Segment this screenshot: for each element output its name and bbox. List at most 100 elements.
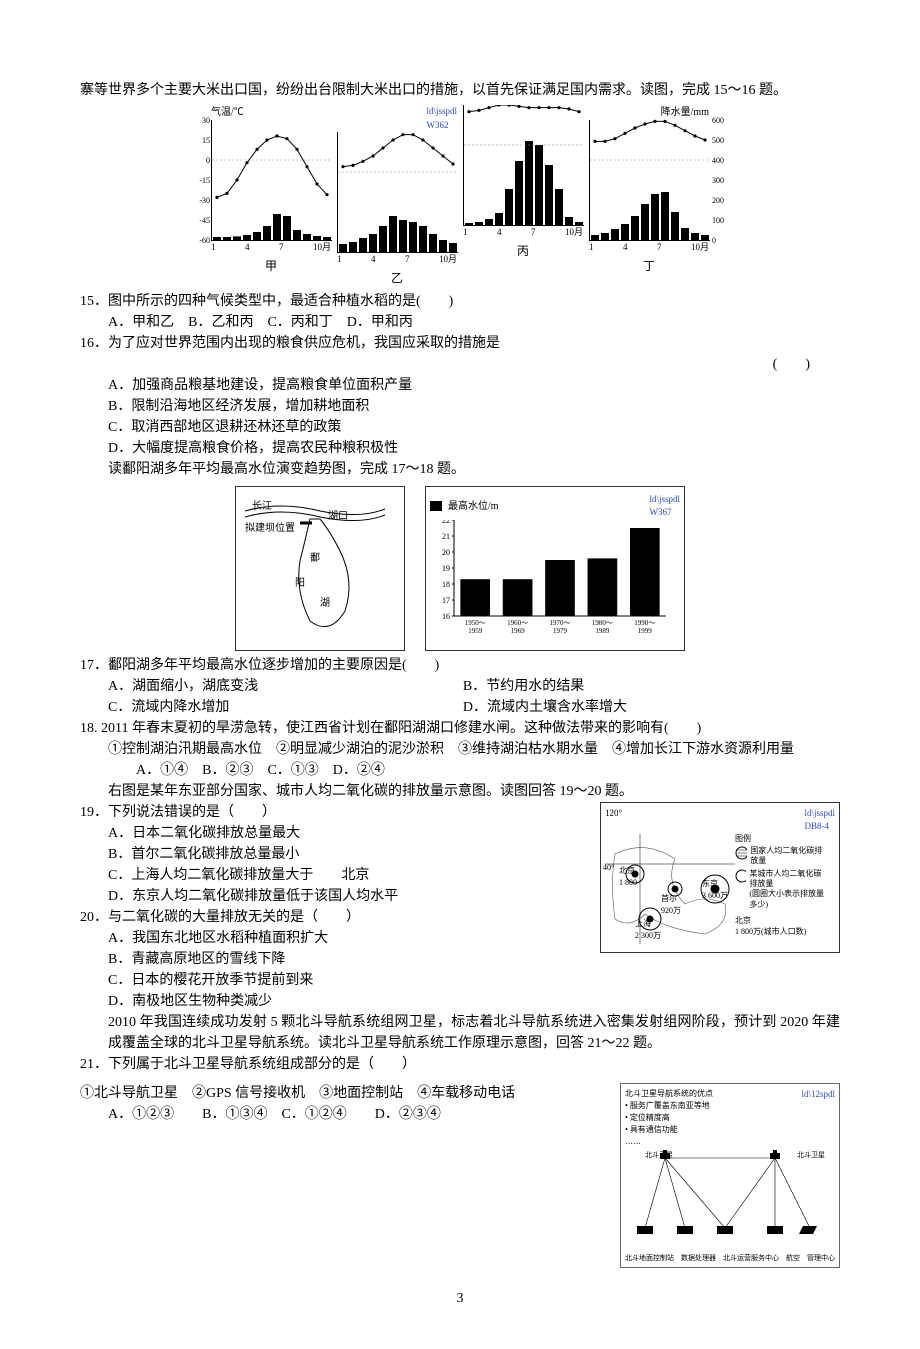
xtick: 10月 <box>691 241 709 255</box>
q18-choices: A．①④ B．②③ C．①③ D．②④ <box>80 760 840 781</box>
svg-text:200: 200 <box>712 196 724 205</box>
svg-text:-15: -15 <box>199 176 210 185</box>
svg-text:19: 19 <box>442 564 450 573</box>
climate-name: 丙 <box>517 242 529 260</box>
q17-b: B．节约用水的结果 <box>463 676 584 697</box>
svg-text:16: 16 <box>442 612 450 621</box>
svg-text:0: 0 <box>712 236 716 245</box>
sat-label: 北斗卫星 <box>645 1150 673 1161</box>
city-label: 首尔920万 <box>661 893 681 917</box>
q16-d: D．大幅度提高粮食价格，提高农民种粮积极性 <box>80 438 840 459</box>
map-label: 湖 <box>320 596 330 611</box>
map-label: 拟建坝位置 <box>245 521 295 536</box>
q16-a: A．加强商品粮基地建设，提高粮食单位面积产量 <box>80 375 840 396</box>
page-number: 3 <box>80 1288 840 1309</box>
beidou-intro: 2010 年我国连续成功发射 5 颗北斗导航系统组网卫星，标志着北斗导航系统进入… <box>80 1012 840 1054</box>
image-code-label: ld\jsspdl DB8-4 <box>804 807 835 834</box>
xtick: 7 <box>279 241 284 255</box>
svg-text:600: 600 <box>712 116 724 125</box>
xtick: 4 <box>245 241 250 255</box>
svg-text:22: 22 <box>442 520 450 525</box>
climate-name: 甲 <box>265 257 277 275</box>
svg-text:20: 20 <box>442 548 450 557</box>
ground-label: 北斗地面控制站 <box>625 1253 674 1264</box>
top-paragraph: 寨等世界多个主要大米出口国，纷纷出台限制大米出口的措施，以首先保证满足国内需求。… <box>80 80 840 101</box>
poyang-bar-chart: 最高水位/m ld\jsspdl W367 22 21 20 19 18 17 16 1950… <box>425 486 685 651</box>
map-label: 湖口 <box>328 509 348 524</box>
q16-bracket: ( ) <box>80 354 840 375</box>
ground-label: 北斗运营服务中心 <box>723 1253 779 1264</box>
climate-name: 乙 <box>391 269 403 287</box>
city-label: 北京1 800 <box>619 865 637 889</box>
temp-axis-label: 气温/℃ <box>211 105 244 120</box>
svg-text:-45: -45 <box>199 216 210 225</box>
q20-d: D．南极地区生物种类减少 <box>80 991 840 1012</box>
q16-c: C．取消西部地区退耕还林还草的政策 <box>80 417 840 438</box>
q17-stem: 17．鄱阳湖多年平均最高水位逐步增加的主要原因是( ) <box>80 655 840 676</box>
image-code-label: ld\jsspdl W367 <box>649 493 680 520</box>
q18-stem: 18. 2011 年春末夏初的旱涝急转，使江西省计划在鄱阳湖湖口修建水闸。这种做… <box>80 718 840 739</box>
beidou-bullet: • 具有通信功能 <box>625 1124 713 1136</box>
beidou-title: 北斗卫星导航系统的优点 <box>625 1088 713 1100</box>
city-label: 东京3 600万 <box>702 878 728 902</box>
svg-text:18: 18 <box>442 580 450 589</box>
svg-text:1950～1959: 1950～1959 <box>465 619 486 635</box>
co2-intro: 右图是某年东亚部分国家、城市人均二氧化碳的排放量示意图。读图回答 19～20 题… <box>80 781 840 802</box>
legend-sample: 北京 1 800万(城市人口数) <box>735 916 827 937</box>
xtick: 1 <box>463 226 468 240</box>
beidou-bullet: …… <box>625 1136 713 1148</box>
xtick: 10月 <box>439 253 457 267</box>
svg-text:-60: -60 <box>199 236 210 245</box>
climate-chart-yi: ld\jsspdl W362 1 4 7 10月 乙 <box>337 105 457 287</box>
xtick: 7 <box>657 241 662 255</box>
q20-c: C．日本的樱花开放季节提前到来 <box>80 970 840 991</box>
beidou-bullet: • 定位精度高 <box>625 1112 713 1124</box>
q16-stem: 16．为了应对世界范围内出现的粮食供应危机，我国应采取的措施是 <box>80 333 840 354</box>
climate-name: 丁 <box>643 257 655 275</box>
co2-map: 120° ld\jsspdl DB8-4 <box>600 802 840 954</box>
city-label: 上海2 300万 <box>635 918 661 942</box>
image-code-label: ld\jsspdl W362 <box>426 105 457 132</box>
svg-text:21: 21 <box>442 532 450 541</box>
climate-chart-jia: 气温/℃ 30150-15-30-45-60 1 4 7 10月 甲 <box>211 105 331 287</box>
sat-label: 北斗卫星 <box>797 1150 825 1161</box>
xtick: 10月 <box>565 226 583 240</box>
beidou-diagram: 北斗卫星导航系统的优点 • 服务广覆盖东南亚等地 • 定位精度高 • 具有通信功… <box>620 1083 840 1269</box>
legend-title: 图例 <box>735 834 827 844</box>
xtick: 7 <box>531 226 536 240</box>
map-label: 鄱 <box>310 551 320 566</box>
climate-chart-row: 气温/℃ 30150-15-30-45-60 1 4 7 10月 甲 ld\js… <box>80 105 840 287</box>
q15-choices: A．甲和乙 B．乙和丙 C．丙和丁 D．甲和丙 <box>80 312 840 333</box>
xtick: 1 <box>589 241 594 255</box>
svg-text:300: 300 <box>712 176 724 185</box>
svg-text:-30: -30 <box>199 196 210 205</box>
svg-text:15: 15 <box>202 136 210 145</box>
svg-text:1980～1989: 1980～1989 <box>592 619 613 635</box>
xtick: 7 <box>405 253 410 267</box>
poyang-map: 长江 拟建坝位置 湖口 鄱 阳 湖 <box>235 486 405 651</box>
lon-label: 120° <box>605 807 622 834</box>
svg-text:100: 100 <box>712 216 724 225</box>
q15-stem: 15．图中所示的四种气候类型中，最适合种植水稻的是( ) <box>80 291 840 312</box>
poyang-figure: 长江 拟建坝位置 湖口 鄱 阳 湖 最高水位/m ld\jsspdl W367 … <box>80 486 840 651</box>
precip-axis-label: 降水量/mm <box>661 105 709 120</box>
ground-label: 管理中心 <box>807 1253 835 1264</box>
lat-label: 40° <box>603 862 614 874</box>
ground-label: 航空 <box>786 1253 800 1264</box>
legend-item: 某城市人均二氧化碳排放量 (圆圈大小表示排放量多少) <box>749 869 827 911</box>
svg-text:1970～1979: 1970～1979 <box>550 619 571 635</box>
q18-statements: ①控制湖泊汛期最高水位 ②明显减少湖泊的泥沙淤积 ③维持湖泊枯水期水量 ④增加长… <box>80 739 840 760</box>
beidou-bullet: • 服务广覆盖东南亚等地 <box>625 1100 713 1112</box>
svg-text:1960～1969: 1960～1969 <box>507 619 528 635</box>
xtick: 1 <box>211 241 216 255</box>
svg-text:500: 500 <box>712 136 724 145</box>
q21-stem: 21．下列属于北斗卫星导航系统组成部分的是（ ） <box>80 1054 840 1075</box>
svg-text:400: 400 <box>712 156 724 165</box>
svg-text:30: 30 <box>202 116 210 125</box>
q16-b: B．限制沿海地区经济发展，增加耕地面积 <box>80 396 840 417</box>
bar-legend: 最高水位/m <box>448 499 499 514</box>
q17-a: A．湖面缩小，湖底变浅 <box>108 676 459 697</box>
xtick: 4 <box>623 241 628 255</box>
svg-text:17: 17 <box>442 596 450 605</box>
q17-d: D．流域内土壤含水率增大 <box>463 697 627 718</box>
